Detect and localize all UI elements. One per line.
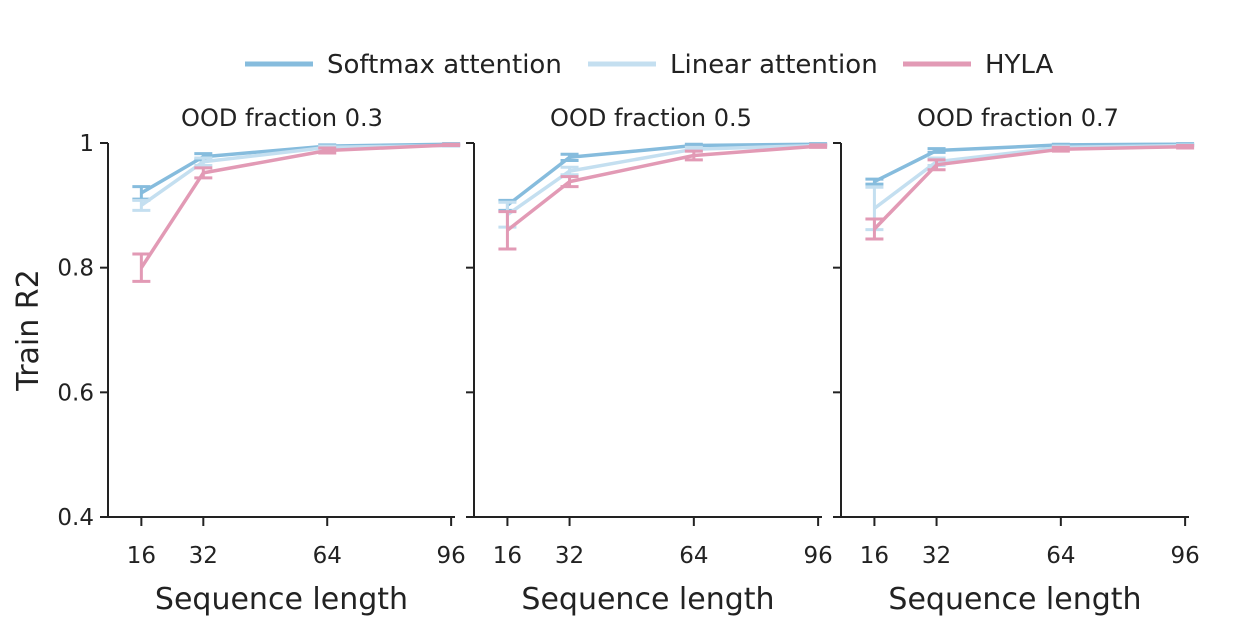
error-bar [560, 152, 579, 162]
panel-title: OOD fraction 0.3 [181, 104, 383, 132]
error-bar [318, 146, 337, 155]
series-line-linear-attention [873, 143, 1186, 210]
error-bar [442, 142, 461, 147]
x-tick-label: 96 [803, 543, 832, 569]
error-bar [194, 156, 213, 167]
x-axis-label: Sequence length [521, 582, 774, 617]
x-axis-label: Sequence length [155, 582, 408, 617]
series-hyla [132, 142, 461, 283]
error-bar [865, 177, 884, 186]
y-tick-label: 0.4 [57, 505, 94, 531]
panel-title: OOD fraction 0.7 [917, 104, 1119, 132]
error-bar [560, 175, 579, 189]
series-hyla [498, 143, 828, 251]
error-bar [865, 217, 884, 241]
x-tick-label: 16 [127, 543, 156, 569]
error-bar [1051, 145, 1070, 153]
error-bar [684, 149, 703, 162]
series-line-hyla [506, 144, 819, 232]
x-tick-label: 96 [436, 543, 465, 569]
error-bar [560, 165, 579, 177]
series-line-softmax-attention [506, 142, 819, 207]
legend-item-softmax-attention: Softmax attention [245, 50, 562, 80]
series-line-hyla [139, 143, 452, 269]
error-bar [132, 198, 151, 212]
legend-label-linear-attention: Linear attention [670, 50, 878, 80]
x-tick-label: 96 [1170, 543, 1199, 569]
x-tick-label: 32 [922, 543, 951, 569]
panel-title: OOD fraction 0.5 [550, 104, 752, 132]
x-tick-label: 16 [493, 543, 522, 569]
error-bar [194, 166, 213, 180]
error-bar [1176, 143, 1195, 150]
series-linear-attention [498, 143, 828, 229]
error-bar [809, 143, 828, 149]
chart-panels: OOD fraction 0.3 0.4 0.6 0.8 1 16 32 64 96 Sequen… [57, 104, 1199, 617]
x-tick-label: 32 [189, 543, 218, 569]
y-tick-label: 1 [79, 131, 94, 157]
legend-item-hyla: HYLA [903, 50, 1054, 80]
y-tick-label: 0.6 [57, 380, 94, 406]
series-line-softmax-attention [873, 142, 1186, 184]
error-bar [498, 210, 517, 251]
y-tick-label: 0.8 [57, 256, 94, 282]
y-axis-label: Train R2 [11, 269, 46, 391]
panel-3: OOD fraction 0.7 16 32 64 96 Sequence length [833, 104, 1200, 617]
error-bar [132, 252, 151, 283]
x-tick-label: 64 [1046, 543, 1075, 569]
panel-2: OOD fraction 0.5 16 32 64 96 Sequence length [466, 104, 833, 617]
x-axis-label: Sequence length [888, 582, 1141, 617]
legend-label-softmax-attention: Softmax attention [327, 50, 562, 80]
series-line-linear-attention [506, 143, 819, 217]
x-tick-label: 64 [679, 543, 708, 569]
legend-label-hyla: HYLA [985, 50, 1054, 80]
x-tick-label: 16 [860, 543, 889, 569]
x-tick-label: 64 [313, 543, 342, 569]
legend-item-linear-attention: Linear attention [588, 50, 878, 80]
series-hyla [865, 143, 1195, 241]
error-bar [927, 147, 946, 154]
legend: Softmax attention Linear attention HYLA [245, 50, 1054, 80]
panel-1: OOD fraction 0.3 0.4 0.6 0.8 1 16 32 64 96 Sequen… [57, 104, 465, 617]
error-bar [927, 158, 946, 172]
x-tick-label: 32 [555, 543, 584, 569]
series-line-hyla [873, 144, 1186, 231]
